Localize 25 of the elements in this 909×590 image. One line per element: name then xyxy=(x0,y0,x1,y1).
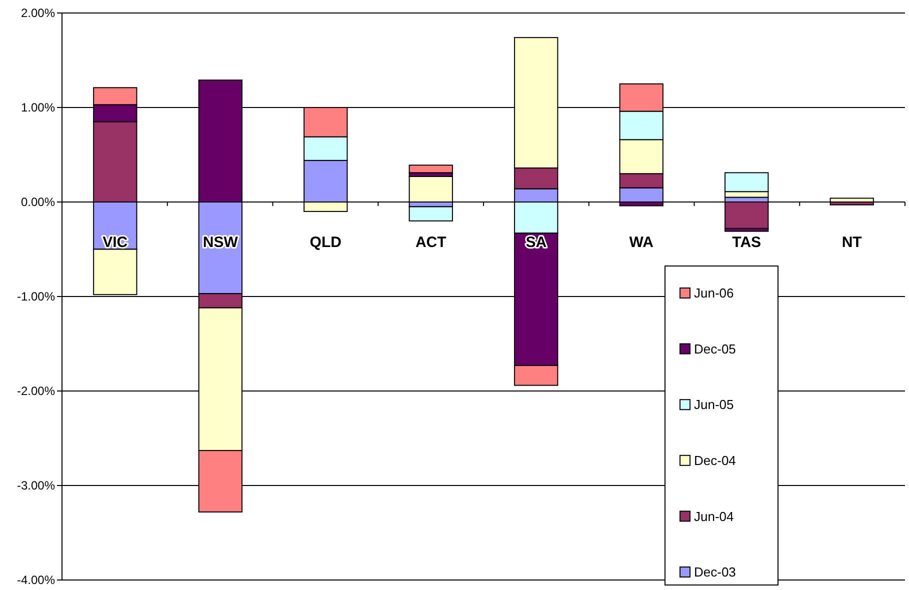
bar xyxy=(408,176,453,202)
x-tick-label: QLD xyxy=(310,234,342,251)
y-tick-label: -4.00% xyxy=(16,573,56,588)
legend-label: Dec-05 xyxy=(694,341,736,356)
x-tick-label: ACT xyxy=(415,234,446,251)
legend-label: Dec-03 xyxy=(694,564,736,580)
y-tick-label: 1.00% xyxy=(20,100,56,115)
legend-label: Jun-04 xyxy=(694,508,734,524)
legend-label: Dec-04 xyxy=(694,452,736,468)
x-tick-label: TAS xyxy=(732,234,762,251)
y-tick-label: -1.00% xyxy=(16,290,56,304)
x-tick-label: SA xyxy=(526,234,547,251)
y-tick-label: 0.00% xyxy=(20,195,56,210)
x-tick-label: NT xyxy=(842,234,862,251)
y-tick-label: -2.00% xyxy=(16,384,56,398)
x-tick-label: NSW xyxy=(202,234,239,251)
x-tick-label: WA xyxy=(629,234,654,251)
legend-label: Jun-05 xyxy=(694,397,734,412)
y-tick-label: -3.00% xyxy=(16,478,56,493)
bar xyxy=(408,206,453,222)
x-tick-label: VIC xyxy=(102,234,128,251)
bar xyxy=(408,164,453,174)
bar xyxy=(724,202,769,229)
y-tick-label: 2.00% xyxy=(20,6,56,20)
legend-label: Jun-06 xyxy=(694,286,734,301)
